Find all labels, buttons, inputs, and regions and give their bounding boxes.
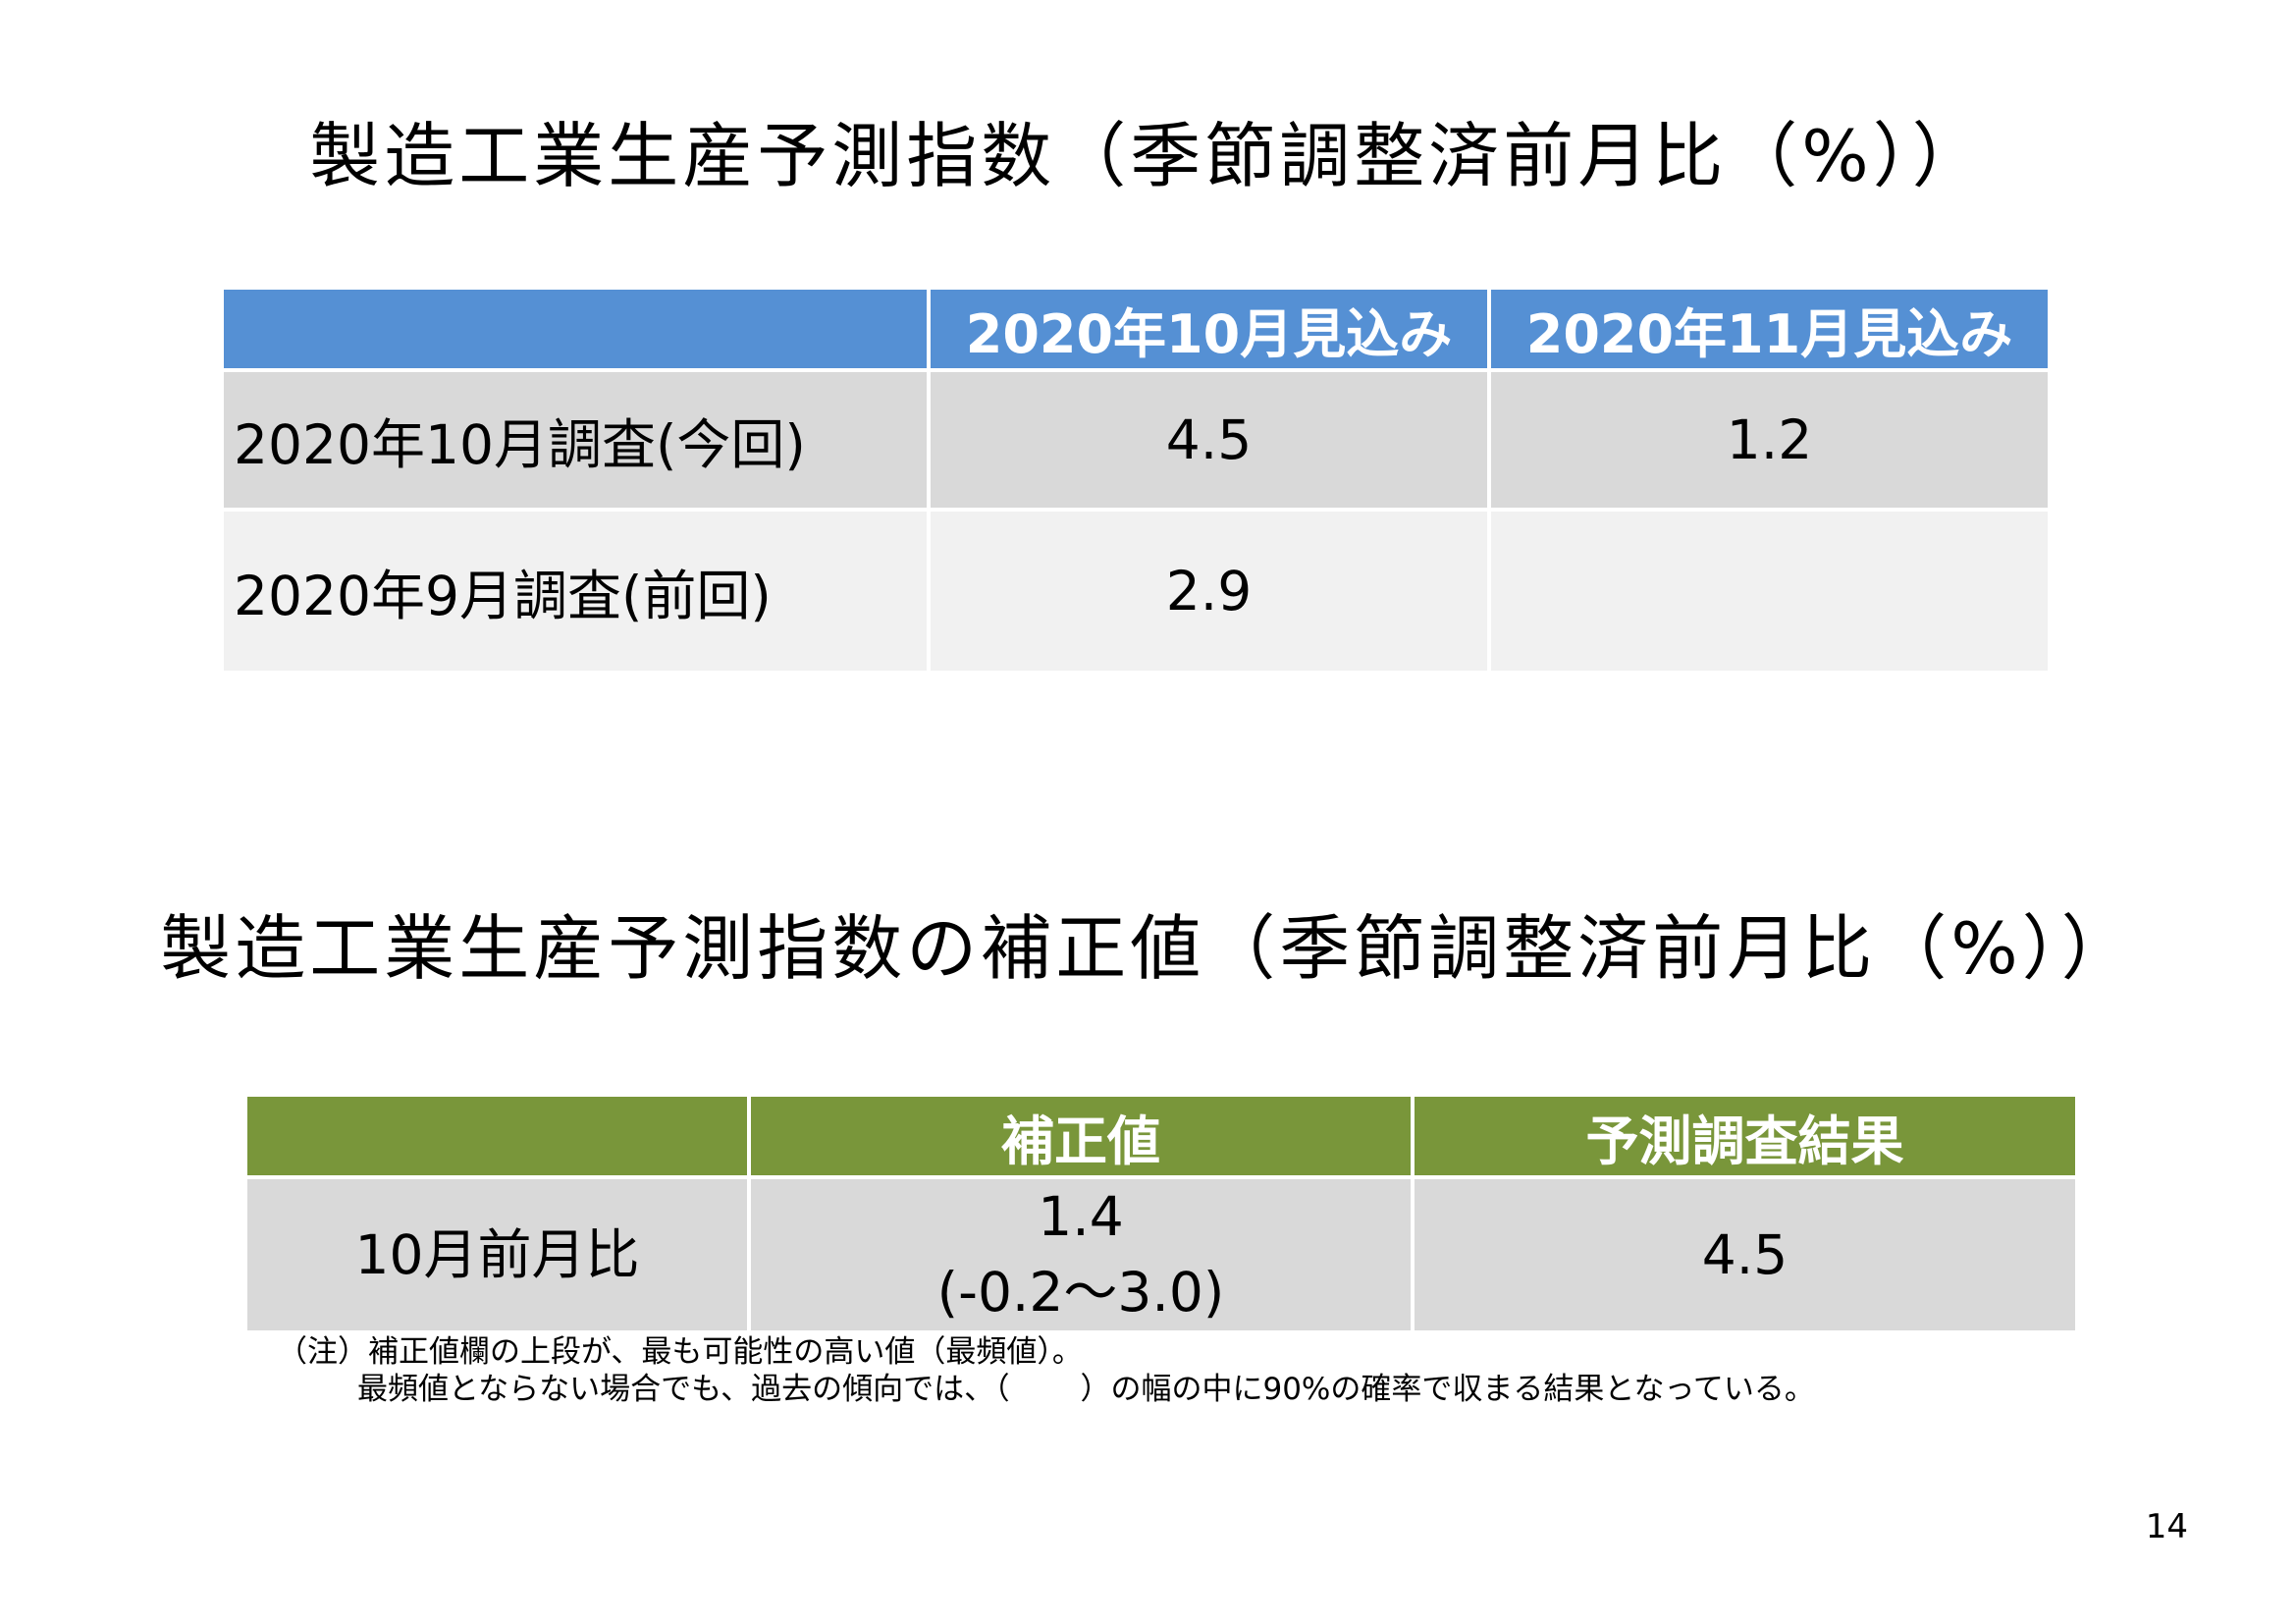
footnote-line2: 最頻値とならない場合でも、過去の傾向では、（ ）の幅の中に90%の確率で収まる結…: [357, 1372, 1815, 1407]
corrected-value-cell: 1.4 (-0.2～3.0): [747, 1175, 1415, 1334]
row-label: 2020年10月調査(今回): [220, 368, 931, 512]
forecast-index-table: 2020年10月見込み 2020年11月見込み 2020年10月調査(今回) 4…: [220, 286, 2052, 675]
corrected-range: (-0.2～3.0): [936, 1261, 1225, 1324]
cell-value: 2.9: [927, 508, 1491, 675]
table-header-row: 補正値 予測調査結果: [243, 1093, 2079, 1179]
header-survey-result: 予測調査結果: [1411, 1093, 2079, 1179]
table2-title: 製造工業生産予測指数の補正値（季節調整済前月比（%））: [160, 907, 2136, 990]
header-blank: [243, 1093, 751, 1179]
table-row: 2020年10月調査(今回) 4.5 1.2: [220, 368, 2052, 512]
row-label: 10月前月比: [243, 1175, 751, 1334]
corrected-value-table: 補正値 予測調査結果 10月前月比 1.4 (-0.2～3.0) 4.5: [243, 1093, 2079, 1334]
cell-value: [1487, 508, 2052, 675]
survey-result: 4.5: [1411, 1175, 2079, 1334]
header-oct-forecast: 2020年10月見込み: [927, 286, 1491, 372]
table1-title: 製造工業生産予測指数（季節調整済前月比（%））: [309, 115, 1987, 197]
row-label: 2020年9月調査(前回): [220, 508, 931, 675]
footnote-line1: （注）補正値欄の上段が、最も可能性の高い値（最頻値）。: [277, 1334, 1083, 1370]
page-number: 14: [2145, 1507, 2188, 1546]
corrected-value: 1.4: [1038, 1185, 1124, 1248]
table-row: 2020年9月調査(前回) 2.9: [220, 508, 2052, 675]
header-nov-forecast: 2020年11月見込み: [1487, 286, 2052, 372]
cell-value: 1.2: [1487, 368, 2052, 512]
header-blank: [220, 286, 931, 372]
table-header-row: 2020年10月見込み 2020年11月見込み: [220, 286, 2052, 372]
cell-value: 4.5: [927, 368, 1491, 512]
table-row: 10月前月比 1.4 (-0.2～3.0) 4.5: [243, 1175, 2079, 1334]
header-corrected-value: 補正値: [747, 1093, 1415, 1179]
